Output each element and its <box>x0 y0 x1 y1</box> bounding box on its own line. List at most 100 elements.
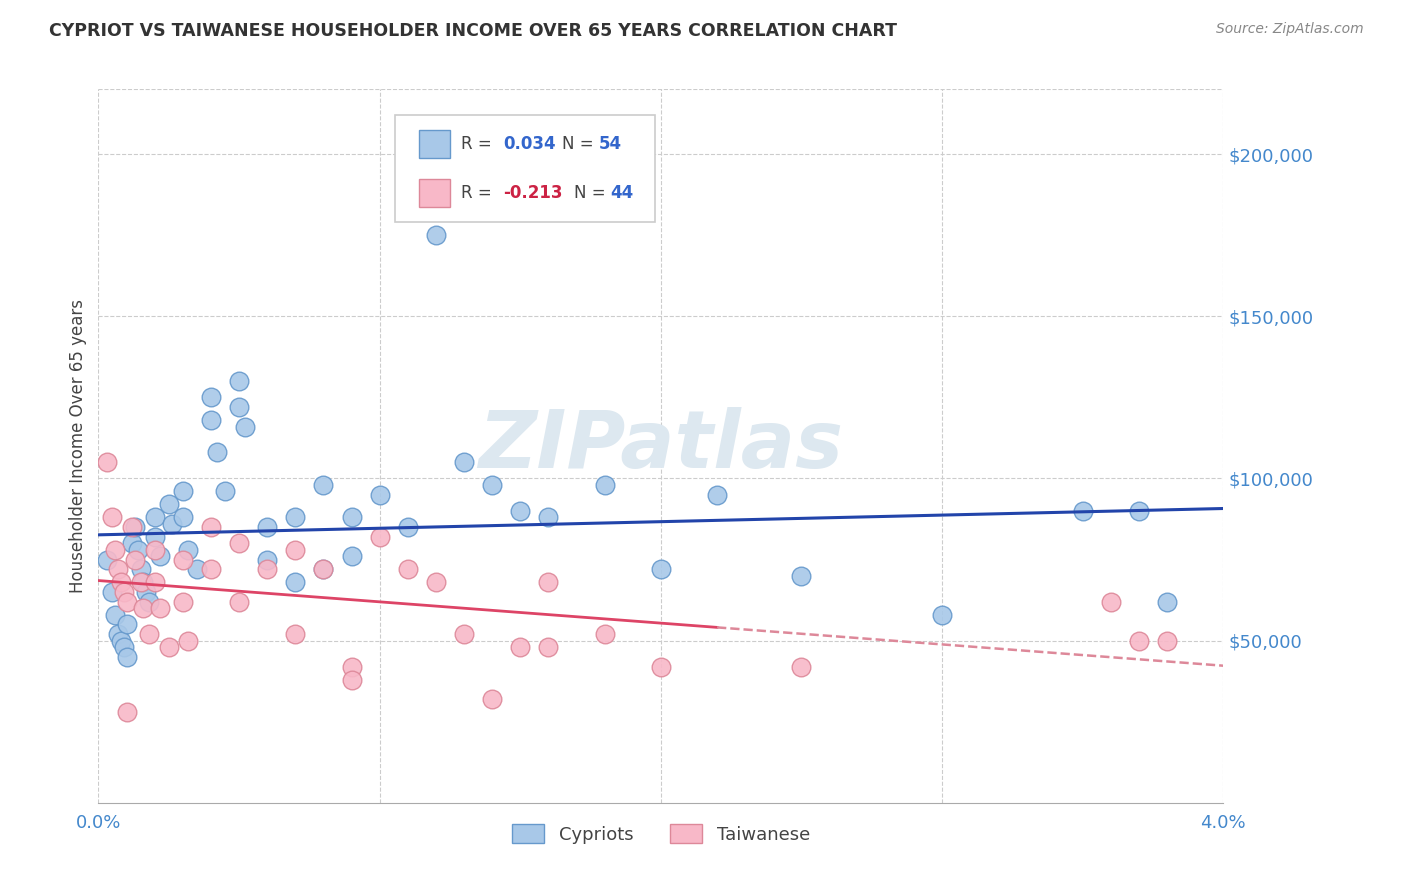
Text: R =: R = <box>461 135 498 153</box>
Point <box>1156 595 1178 609</box>
Point <box>200 413 222 427</box>
Text: -0.213: -0.213 <box>503 184 562 202</box>
Text: N =: N = <box>562 135 599 153</box>
Point <box>115 595 138 609</box>
Point <box>256 562 278 576</box>
Point <box>228 374 250 388</box>
Point <box>312 562 335 576</box>
Point <box>481 692 503 706</box>
Point <box>143 542 166 557</box>
Point <box>149 601 172 615</box>
Point <box>107 627 129 641</box>
Point <box>312 478 335 492</box>
Point <box>110 575 132 590</box>
Point <box>115 649 138 664</box>
Point <box>110 633 132 648</box>
Point <box>790 568 813 582</box>
Point <box>138 595 160 609</box>
Point <box>200 520 222 534</box>
Point <box>101 510 124 524</box>
Point <box>284 542 307 557</box>
Point <box>143 510 166 524</box>
Point <box>790 659 813 673</box>
Legend: Cypriots, Taiwanese: Cypriots, Taiwanese <box>498 810 824 858</box>
Point <box>1099 595 1122 609</box>
Point <box>396 562 419 576</box>
Point <box>425 228 447 243</box>
Point <box>135 585 157 599</box>
Point <box>129 562 152 576</box>
Point <box>172 510 194 524</box>
Point <box>132 575 155 590</box>
Text: R =: R = <box>461 184 498 202</box>
Point <box>340 673 363 687</box>
Point <box>138 627 160 641</box>
Point <box>115 617 138 632</box>
Point <box>205 445 228 459</box>
Point <box>177 542 200 557</box>
Point <box>124 520 146 534</box>
Point <box>177 633 200 648</box>
Point <box>481 478 503 492</box>
Point <box>593 478 616 492</box>
Point <box>104 542 127 557</box>
Text: 44: 44 <box>610 184 634 202</box>
Point <box>340 659 363 673</box>
Point <box>593 627 616 641</box>
Point <box>284 510 307 524</box>
Point <box>1156 633 1178 648</box>
Point <box>453 627 475 641</box>
Point <box>143 575 166 590</box>
Point <box>228 595 250 609</box>
Point <box>143 530 166 544</box>
Point <box>453 455 475 469</box>
Point <box>256 520 278 534</box>
Point <box>157 497 180 511</box>
Point <box>284 627 307 641</box>
Point <box>121 536 143 550</box>
Point <box>1128 633 1150 648</box>
Point <box>96 455 118 469</box>
Point <box>124 552 146 566</box>
Point <box>706 488 728 502</box>
Point <box>200 562 222 576</box>
Text: Source: ZipAtlas.com: Source: ZipAtlas.com <box>1216 22 1364 37</box>
Point <box>101 585 124 599</box>
Point <box>396 520 419 534</box>
Y-axis label: Householder Income Over 65 years: Householder Income Over 65 years <box>69 299 87 593</box>
Point <box>256 552 278 566</box>
Point <box>107 562 129 576</box>
Point <box>509 640 531 654</box>
Point <box>1128 504 1150 518</box>
Point <box>537 640 560 654</box>
Point <box>121 520 143 534</box>
Text: CYPRIOT VS TAIWANESE HOUSEHOLDER INCOME OVER 65 YEARS CORRELATION CHART: CYPRIOT VS TAIWANESE HOUSEHOLDER INCOME … <box>49 22 897 40</box>
Point <box>112 640 135 654</box>
Point <box>509 504 531 518</box>
Point <box>425 575 447 590</box>
Point <box>368 488 391 502</box>
Point <box>172 595 194 609</box>
Point <box>112 585 135 599</box>
Point <box>157 640 180 654</box>
Point <box>368 530 391 544</box>
Text: 0.034: 0.034 <box>503 135 555 153</box>
Text: ZIPatlas: ZIPatlas <box>478 407 844 485</box>
Text: 54: 54 <box>599 135 621 153</box>
Point <box>931 607 953 622</box>
Point <box>200 390 222 404</box>
Point <box>214 484 236 499</box>
Point <box>129 575 152 590</box>
Point <box>132 601 155 615</box>
Point <box>127 542 149 557</box>
Point <box>115 705 138 719</box>
Point <box>340 510 363 524</box>
Point <box>149 549 172 564</box>
Point <box>228 536 250 550</box>
Point <box>537 510 560 524</box>
Point <box>104 607 127 622</box>
Point <box>650 659 672 673</box>
Point <box>1071 504 1094 518</box>
Point <box>96 552 118 566</box>
Point <box>537 575 560 590</box>
